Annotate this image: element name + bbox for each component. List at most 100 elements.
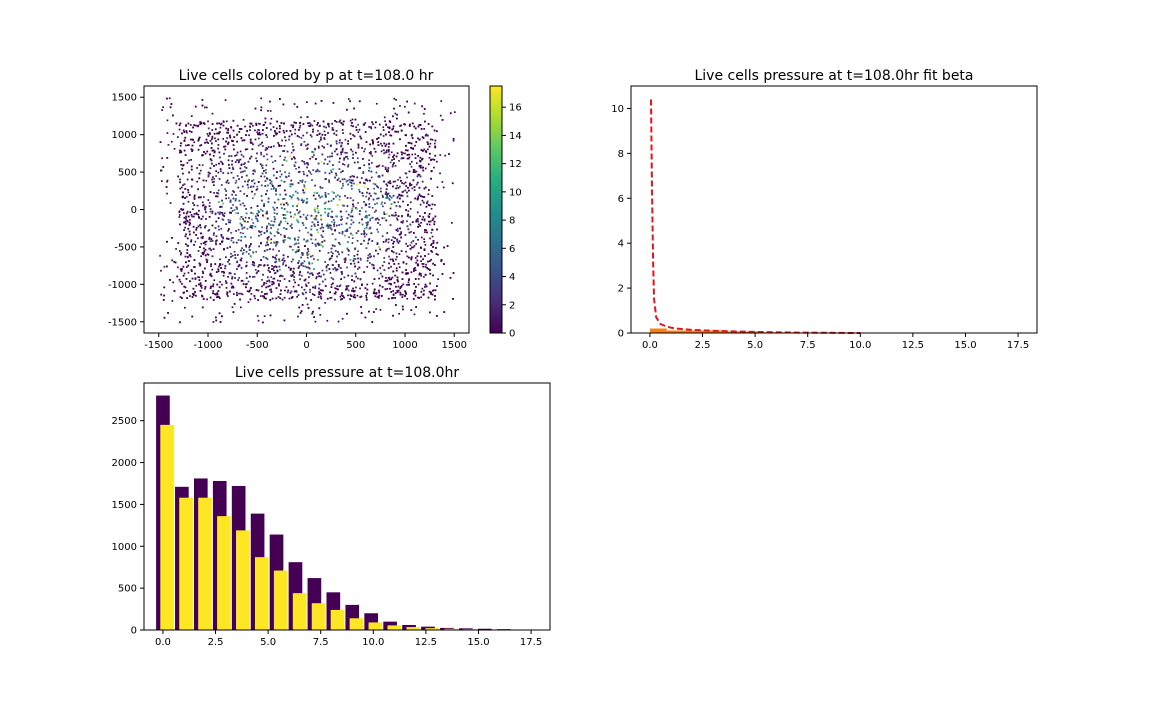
scatter-point <box>240 153 243 156</box>
scatter-point <box>433 129 436 132</box>
scatter-point <box>401 194 404 197</box>
scatter-point <box>404 181 407 184</box>
scatter-point <box>420 247 422 249</box>
scatter-point <box>420 255 422 258</box>
scatter-point <box>331 122 333 125</box>
scatter-point <box>283 319 286 322</box>
scatter-point <box>251 148 254 151</box>
scatter-point <box>297 284 300 286</box>
scatter-point <box>405 209 407 211</box>
scatter-point <box>229 211 231 214</box>
scatter-point <box>278 258 280 261</box>
scatter-point <box>261 291 263 293</box>
scatter-point <box>344 261 346 263</box>
scatter-point <box>410 160 413 163</box>
scatter-point <box>227 219 230 221</box>
scatter-point <box>261 279 263 281</box>
scatter-point <box>282 214 285 216</box>
scatter-point <box>330 257 333 260</box>
scatter-point <box>281 298 284 301</box>
scatter-point <box>212 283 215 286</box>
scatter-point <box>377 252 379 255</box>
scatter-point <box>416 162 418 165</box>
scatter-point <box>344 259 347 262</box>
scatter-point <box>234 161 237 163</box>
scatter-point <box>343 163 346 166</box>
scatter-point <box>363 230 365 232</box>
scatter-point <box>220 160 222 163</box>
scatter-point <box>330 247 333 250</box>
scatter-point <box>369 179 371 182</box>
scatter-point <box>339 139 341 142</box>
scatter-point <box>328 208 331 210</box>
scatter-point <box>294 281 296 284</box>
scatter-point <box>368 227 371 230</box>
scatter-point <box>381 295 383 297</box>
scatter-point <box>387 267 390 269</box>
scatter-point <box>237 279 239 281</box>
scatter-point <box>412 298 415 300</box>
scatter-point <box>195 213 198 215</box>
scatter-point <box>399 291 402 294</box>
scatter-point <box>391 276 394 279</box>
scatter-point <box>424 266 427 268</box>
scatter-point <box>431 293 434 296</box>
scatter-point <box>350 179 353 182</box>
scatter-point <box>423 112 425 115</box>
colorbar-tick-label: 4 <box>509 272 515 283</box>
scatter-point <box>207 175 210 178</box>
scatter-point <box>269 248 271 250</box>
scatter-point <box>361 284 363 287</box>
scatter-point <box>335 140 338 143</box>
scatter-point <box>341 178 344 181</box>
scatter-point <box>285 286 288 288</box>
scatter-point <box>396 184 399 187</box>
scatter-point <box>353 280 355 283</box>
scatter-point <box>430 231 433 234</box>
scatter-point <box>161 109 163 111</box>
scatter-point <box>202 252 205 254</box>
scatter-point <box>232 190 234 192</box>
scatter-point <box>378 164 381 167</box>
scatter-point <box>424 212 426 214</box>
scatter-point <box>225 127 228 130</box>
scatter-point <box>324 261 327 263</box>
scatter-point <box>225 223 228 225</box>
scatter-point <box>307 281 310 284</box>
scatter-point <box>240 257 243 260</box>
scatter-point <box>294 128 297 131</box>
scatter-point <box>349 215 352 218</box>
scatter-point <box>287 236 289 239</box>
scatter-point <box>240 128 243 130</box>
scatter-point <box>179 178 181 181</box>
scatter-point <box>379 272 382 275</box>
scatter-point <box>317 145 320 148</box>
scatter-point <box>359 167 361 169</box>
scatter-point <box>403 182 405 185</box>
scatter-point <box>244 216 247 219</box>
scatter-point <box>169 202 172 204</box>
scatter-point <box>340 187 343 190</box>
scatter-point <box>258 264 260 266</box>
scatter-point <box>212 292 214 295</box>
scatter-point <box>302 171 305 173</box>
scatter-point <box>335 287 338 290</box>
scatter-point <box>397 285 400 288</box>
scatter-point <box>314 198 317 200</box>
scatter-point <box>272 248 275 251</box>
scatter-point <box>280 233 282 236</box>
scatter-point <box>411 153 414 156</box>
scatter-point <box>408 142 411 144</box>
scatter-point <box>281 202 284 204</box>
scatter-point <box>217 192 220 195</box>
scatter-point <box>234 254 236 256</box>
scatter-point <box>373 192 376 195</box>
scatter-point <box>228 221 230 224</box>
scatter-point <box>338 120 341 123</box>
scatter-point <box>432 274 434 277</box>
scatter-point <box>329 297 331 299</box>
scatter-point <box>231 276 234 278</box>
scatter-point <box>249 226 252 229</box>
scatter-point <box>216 292 219 294</box>
fit-hist-bar <box>666 330 724 333</box>
